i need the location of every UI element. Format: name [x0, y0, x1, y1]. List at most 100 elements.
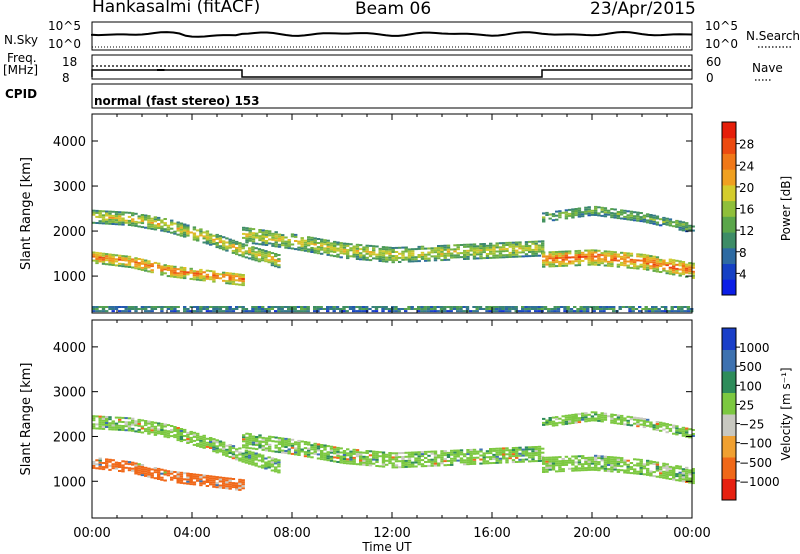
echo-cell [603, 469, 608, 472]
echo-cell [134, 267, 138, 270]
echo-cell [662, 269, 666, 272]
echo-cell [183, 435, 187, 437]
echo-cell [140, 419, 145, 422]
echo-cell [268, 232, 272, 235]
echo-cell [636, 215, 640, 218]
echo-cell [215, 478, 219, 481]
echo-cell [453, 457, 457, 460]
echo-cell [245, 239, 249, 242]
echo-cell [264, 244, 269, 246]
echo-cell [137, 258, 141, 260]
echo-cell [196, 310, 200, 313]
echo-cell [241, 454, 245, 457]
echo-cell [231, 482, 236, 485]
echo-cell [147, 264, 151, 267]
echo-cell [561, 464, 565, 466]
echo-cell [571, 413, 575, 416]
echo-cell [407, 308, 411, 310]
echo-cell [287, 438, 291, 441]
echo-cell [121, 427, 125, 429]
echo-cell [108, 259, 112, 262]
echo-cell [277, 266, 281, 269]
echo-cell [342, 462, 347, 465]
echo-cell [665, 262, 669, 265]
echo-cell [205, 445, 210, 448]
echo-cell [105, 257, 109, 260]
echo-cell [98, 427, 102, 430]
echo-cell [95, 215, 99, 218]
echo-cell [294, 441, 298, 444]
echo-cell [329, 451, 334, 454]
echo-cell [333, 247, 337, 249]
echo-cell [505, 457, 509, 460]
echo-cell [287, 452, 291, 455]
echo-cell [607, 458, 611, 460]
echo-cell [215, 476, 219, 479]
echo-cell [584, 461, 588, 463]
echo-cell [127, 266, 132, 268]
echo-cell [616, 468, 621, 471]
echo-cell [597, 469, 601, 472]
echo-cell [127, 427, 132, 430]
echo-cell [205, 476, 210, 479]
echo-cell [401, 258, 405, 261]
echo-cell [209, 437, 213, 439]
colorbar-swatch [722, 137, 736, 154]
echo-cell [424, 247, 428, 250]
echo-cell [590, 211, 595, 214]
echo-cell [577, 459, 582, 462]
echo-cell [297, 248, 301, 251]
echo-cell [534, 246, 538, 249]
echo-cell [633, 265, 637, 268]
echo-cell [326, 251, 330, 254]
echo-cell [466, 463, 470, 466]
echo-cell [157, 216, 161, 219]
echo-cell [691, 270, 695, 273]
echo-cell [108, 418, 112, 421]
echo-cell [398, 456, 402, 459]
echo-cell [101, 218, 106, 221]
echo-cell [290, 247, 295, 250]
echo-cell [137, 262, 141, 264]
echo-cell [498, 246, 503, 249]
echo-cell [686, 308, 691, 310]
echo-cell [137, 225, 141, 228]
echo-cell [196, 436, 200, 439]
echo-cell [610, 458, 614, 461]
echo-cell [639, 220, 643, 223]
echo-cell [381, 451, 386, 454]
echo-cell [235, 454, 239, 457]
echo-cell [571, 455, 575, 458]
echo-cell [114, 424, 119, 427]
echo-cell [255, 438, 259, 440]
echo-cell [524, 458, 529, 461]
echo-cell [241, 481, 245, 484]
echo-cell [323, 456, 327, 459]
echo-cell [427, 454, 431, 457]
echo-cell [163, 469, 167, 472]
echo-cell [456, 306, 460, 308]
echo-cell [465, 306, 470, 308]
echo-cell [352, 249, 356, 252]
echo-cell [320, 238, 324, 241]
echo-cell [665, 473, 669, 476]
echo-cell [443, 310, 447, 313]
echo-cell [652, 255, 656, 258]
echo-cell [225, 241, 229, 244]
echo-cell [218, 480, 223, 483]
echo-cell [257, 254, 262, 257]
echo-cell [381, 248, 386, 251]
echo-cell [267, 306, 271, 308]
echo-cell [401, 252, 405, 255]
echo-cell [587, 456, 591, 459]
echo-cell [537, 455, 542, 458]
echo-cell [620, 251, 624, 254]
echo-cell [313, 448, 317, 451]
echo-cell [414, 459, 418, 462]
echo-cell [541, 246, 545, 249]
echo-cell [404, 248, 408, 251]
echo-cell [485, 310, 489, 313]
echo-cell [577, 461, 582, 464]
echo-cell [384, 306, 388, 308]
echo-cell [235, 306, 239, 308]
